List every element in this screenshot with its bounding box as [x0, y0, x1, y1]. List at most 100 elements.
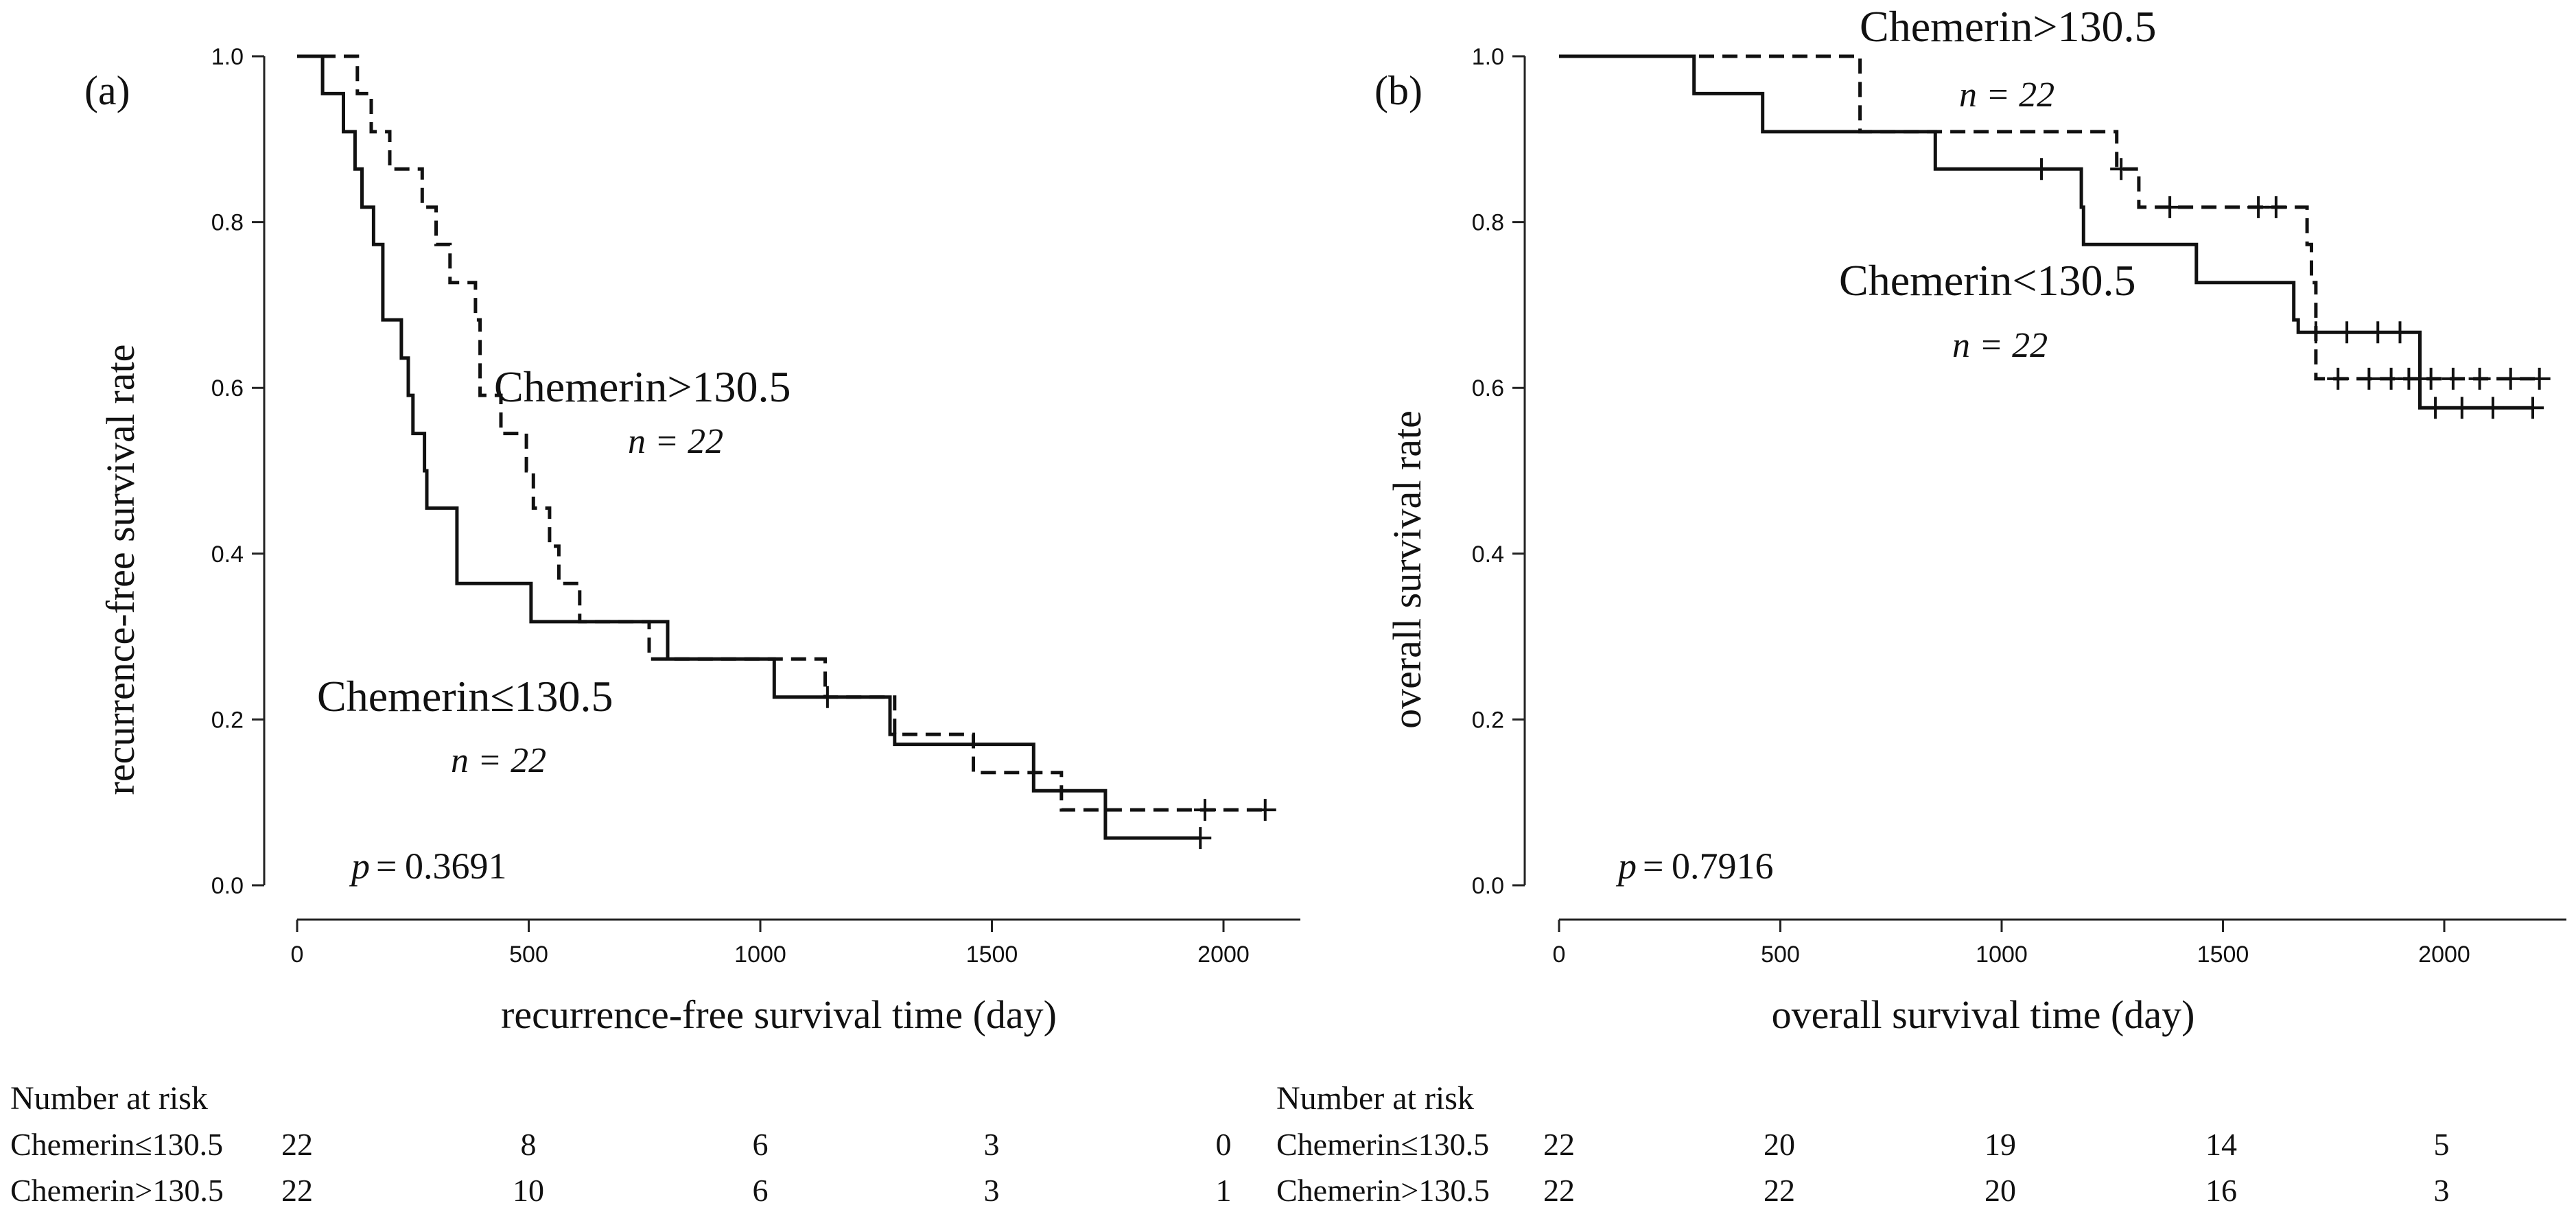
panel-b-p-value: 0.7916: [1672, 845, 1774, 887]
panel-b-censor-mark: [2367, 321, 2389, 344]
panel-b-p-symbol: p: [1615, 845, 1637, 887]
risk-table-a-cell: 3: [984, 1127, 1000, 1162]
panel-b-ylabel: overall survival rate: [1385, 410, 1429, 729]
risk-table-a-cell: 8: [521, 1127, 537, 1162]
risk-table-b-cell: 3: [2434, 1173, 2450, 1208]
panel-a-label-high: Chemerin>130.5: [494, 362, 791, 411]
risk-table-b-cell: 20: [1984, 1173, 2016, 1208]
risk-table-b-cell: 19: [1984, 1127, 2016, 1162]
panel-a-series-low-line: [297, 54, 1201, 840]
panel-b-censor-mark: [2389, 321, 2411, 344]
panel-b-y-tick-label: 0.4: [1472, 541, 1504, 568]
panel-a-ylabel: recurrence-free survival rate: [98, 345, 143, 795]
panel-a-y-tick-label: 0.2: [211, 707, 244, 733]
risk-table-a-cell: 6: [753, 1173, 769, 1208]
risk-table-b-cell: 5: [2434, 1127, 2450, 1162]
panel-a-p-value: 0.3691: [405, 845, 507, 887]
panel-a-n-low: n = 22: [451, 741, 546, 780]
panel-b-censor-mark: [2468, 367, 2491, 390]
risk-table-a-cell: 0: [1216, 1127, 1232, 1162]
panel-b-x-tick-label: 500: [1761, 942, 1800, 968]
risk-table-a-cells: 22 8 6 3 0 22 10 6 3 1: [281, 1127, 1232, 1208]
panel-a-label-low: Chemerin≤130.5: [317, 672, 613, 721]
panel-b-censor-mark: [2499, 367, 2522, 390]
risk-table-b-cells: 22 20 19 14 5 22 22 20 16 3: [1543, 1127, 2450, 1208]
panel-a-x-tick-label: 1500: [966, 942, 1018, 968]
panel-a-y-tick-label: 0.6: [211, 375, 244, 401]
panel-b-y-tick-label: 0.2: [1472, 707, 1504, 733]
risk-table-b-cell: 16: [2205, 1173, 2237, 1208]
panel-a-xlabel: recurrence-free survival time (day): [501, 992, 1057, 1037]
risk-table-b-header: Number at risk: [1276, 1080, 1474, 1117]
panel-b-x-tick-label: 1000: [1976, 942, 2028, 968]
panel-a: (a) recurrence-free survival rate recurr…: [84, 44, 1300, 1037]
panel-b-censor-mark: [2424, 397, 2447, 419]
panel-b-label: (b): [1374, 68, 1422, 113]
panel-b-x-tick-label: 0: [1553, 942, 1566, 968]
panel-a-x-tick-label: 1000: [734, 942, 786, 968]
panel-b-censor-mark: [2336, 321, 2358, 344]
panel-b-x-tick-label: 1500: [2197, 942, 2249, 968]
risk-table-b-cell: 22: [1543, 1173, 1575, 1208]
panel-a-y-tick-label: 1.0: [211, 44, 244, 70]
panel-a-n-high: n = 22: [628, 422, 723, 461]
panel-b-series-low-line: [1559, 54, 2533, 410]
panel-a-x-tick-label: 500: [509, 942, 548, 968]
panel-b-n-high: n = 22: [1959, 75, 2054, 115]
panel-a-x-tick-label: 2000: [1197, 942, 1250, 968]
panel-a-y-tick-label: 0.8: [211, 210, 244, 236]
panel-b-censor-mark: [2442, 367, 2464, 390]
risk-table-a-cell: 10: [513, 1173, 544, 1208]
panel-b-censor-mark: [2327, 367, 2350, 390]
panel-a-censor-mark: [1189, 827, 1212, 850]
risk-table-a-header: Number at risk: [10, 1080, 208, 1117]
risk-table-a-row-1-label: Chemerin>130.5: [10, 1173, 224, 1208]
risk-table-b: Number at risk Chemerin≤130.5 Chemerin>1…: [1276, 1080, 2450, 1208]
risk-table-a-row-0-label: Chemerin≤130.5: [10, 1127, 223, 1162]
panel-b-n-low: n = 22: [1952, 326, 2048, 365]
panel-a-censor-mark: [1254, 799, 1276, 821]
risk-table-b-cell: 14: [2205, 1127, 2237, 1162]
panel-b-censor-mark: [2030, 158, 2053, 180]
risk-table-b-cell: 20: [1764, 1127, 1795, 1162]
panel-b-x-tick-label: 2000: [2418, 942, 2470, 968]
panel-a-curves: [297, 54, 1276, 850]
panel-b-censor-mark: [2450, 397, 2473, 419]
risk-table-a-cell: 6: [753, 1127, 769, 1162]
panel-b-censor-mark: [2159, 196, 2181, 218]
panel-b-censor-mark: [2522, 397, 2544, 419]
risk-table-a-cell: 22: [281, 1173, 313, 1208]
panel-b-y-tick-label: 0.8: [1472, 210, 1504, 236]
panel-b-censor-mark: [2358, 367, 2380, 390]
panel-a-y-tick-label: 0.0: [211, 873, 244, 899]
panel-b-xlabel: overall survival time (day): [1772, 992, 2195, 1037]
panel-b-label-low: Chemerin<130.5: [1839, 256, 2135, 305]
risk-table-b-cell: 22: [1764, 1173, 1795, 1208]
panel-b-censor-mark: [2481, 397, 2504, 419]
panel-b: (b) overall survival rate overall surviv…: [1374, 2, 2566, 1037]
risk-table-b-row-1-label: Chemerin>130.5: [1276, 1173, 1490, 1208]
panel-b-y-tick-label: 0.0: [1472, 873, 1504, 899]
panel-b-pvalue: p = 0.7916: [1615, 845, 1774, 887]
panel-a-censor-mark: [1194, 799, 1216, 821]
panel-b-axes: 0 500 1000 1500 2000 0.0 0.2 0.4 0.6 0.8 1.0: [1472, 44, 2566, 968]
risk-table-a: Number at risk Chemerin≤130.5 Chemerin>1…: [10, 1080, 1232, 1208]
risk-table-a-cell: 3: [984, 1173, 1000, 1208]
panel-b-curves: [1559, 54, 2551, 419]
risk-table-a-cell: 22: [281, 1127, 313, 1162]
panel-b-p-eq: =: [1643, 845, 1663, 887]
risk-table-b-cell: 22: [1543, 1127, 1575, 1162]
risk-table-b-row-0-label: Chemerin≤130.5: [1276, 1127, 1489, 1162]
panel-b-y-tick-label: 1.0: [1472, 44, 1504, 70]
panel-a-label: (a): [84, 68, 130, 113]
panel-b-y-tick-label: 0.6: [1472, 375, 1504, 401]
panel-a-pvalue: p = 0.3691: [349, 845, 507, 887]
panel-b-series-high-line: [1559, 54, 2540, 381]
risk-table-a-cell: 1: [1216, 1173, 1232, 1208]
panel-b-censor-mark: [2398, 367, 2420, 390]
panel-a-p-eq: =: [376, 845, 397, 887]
panel-b-label-high: Chemerin>130.5: [1860, 2, 2156, 51]
panel-b-censor-mark: [2420, 367, 2442, 390]
panel-a-p-symbol: p: [349, 845, 370, 887]
